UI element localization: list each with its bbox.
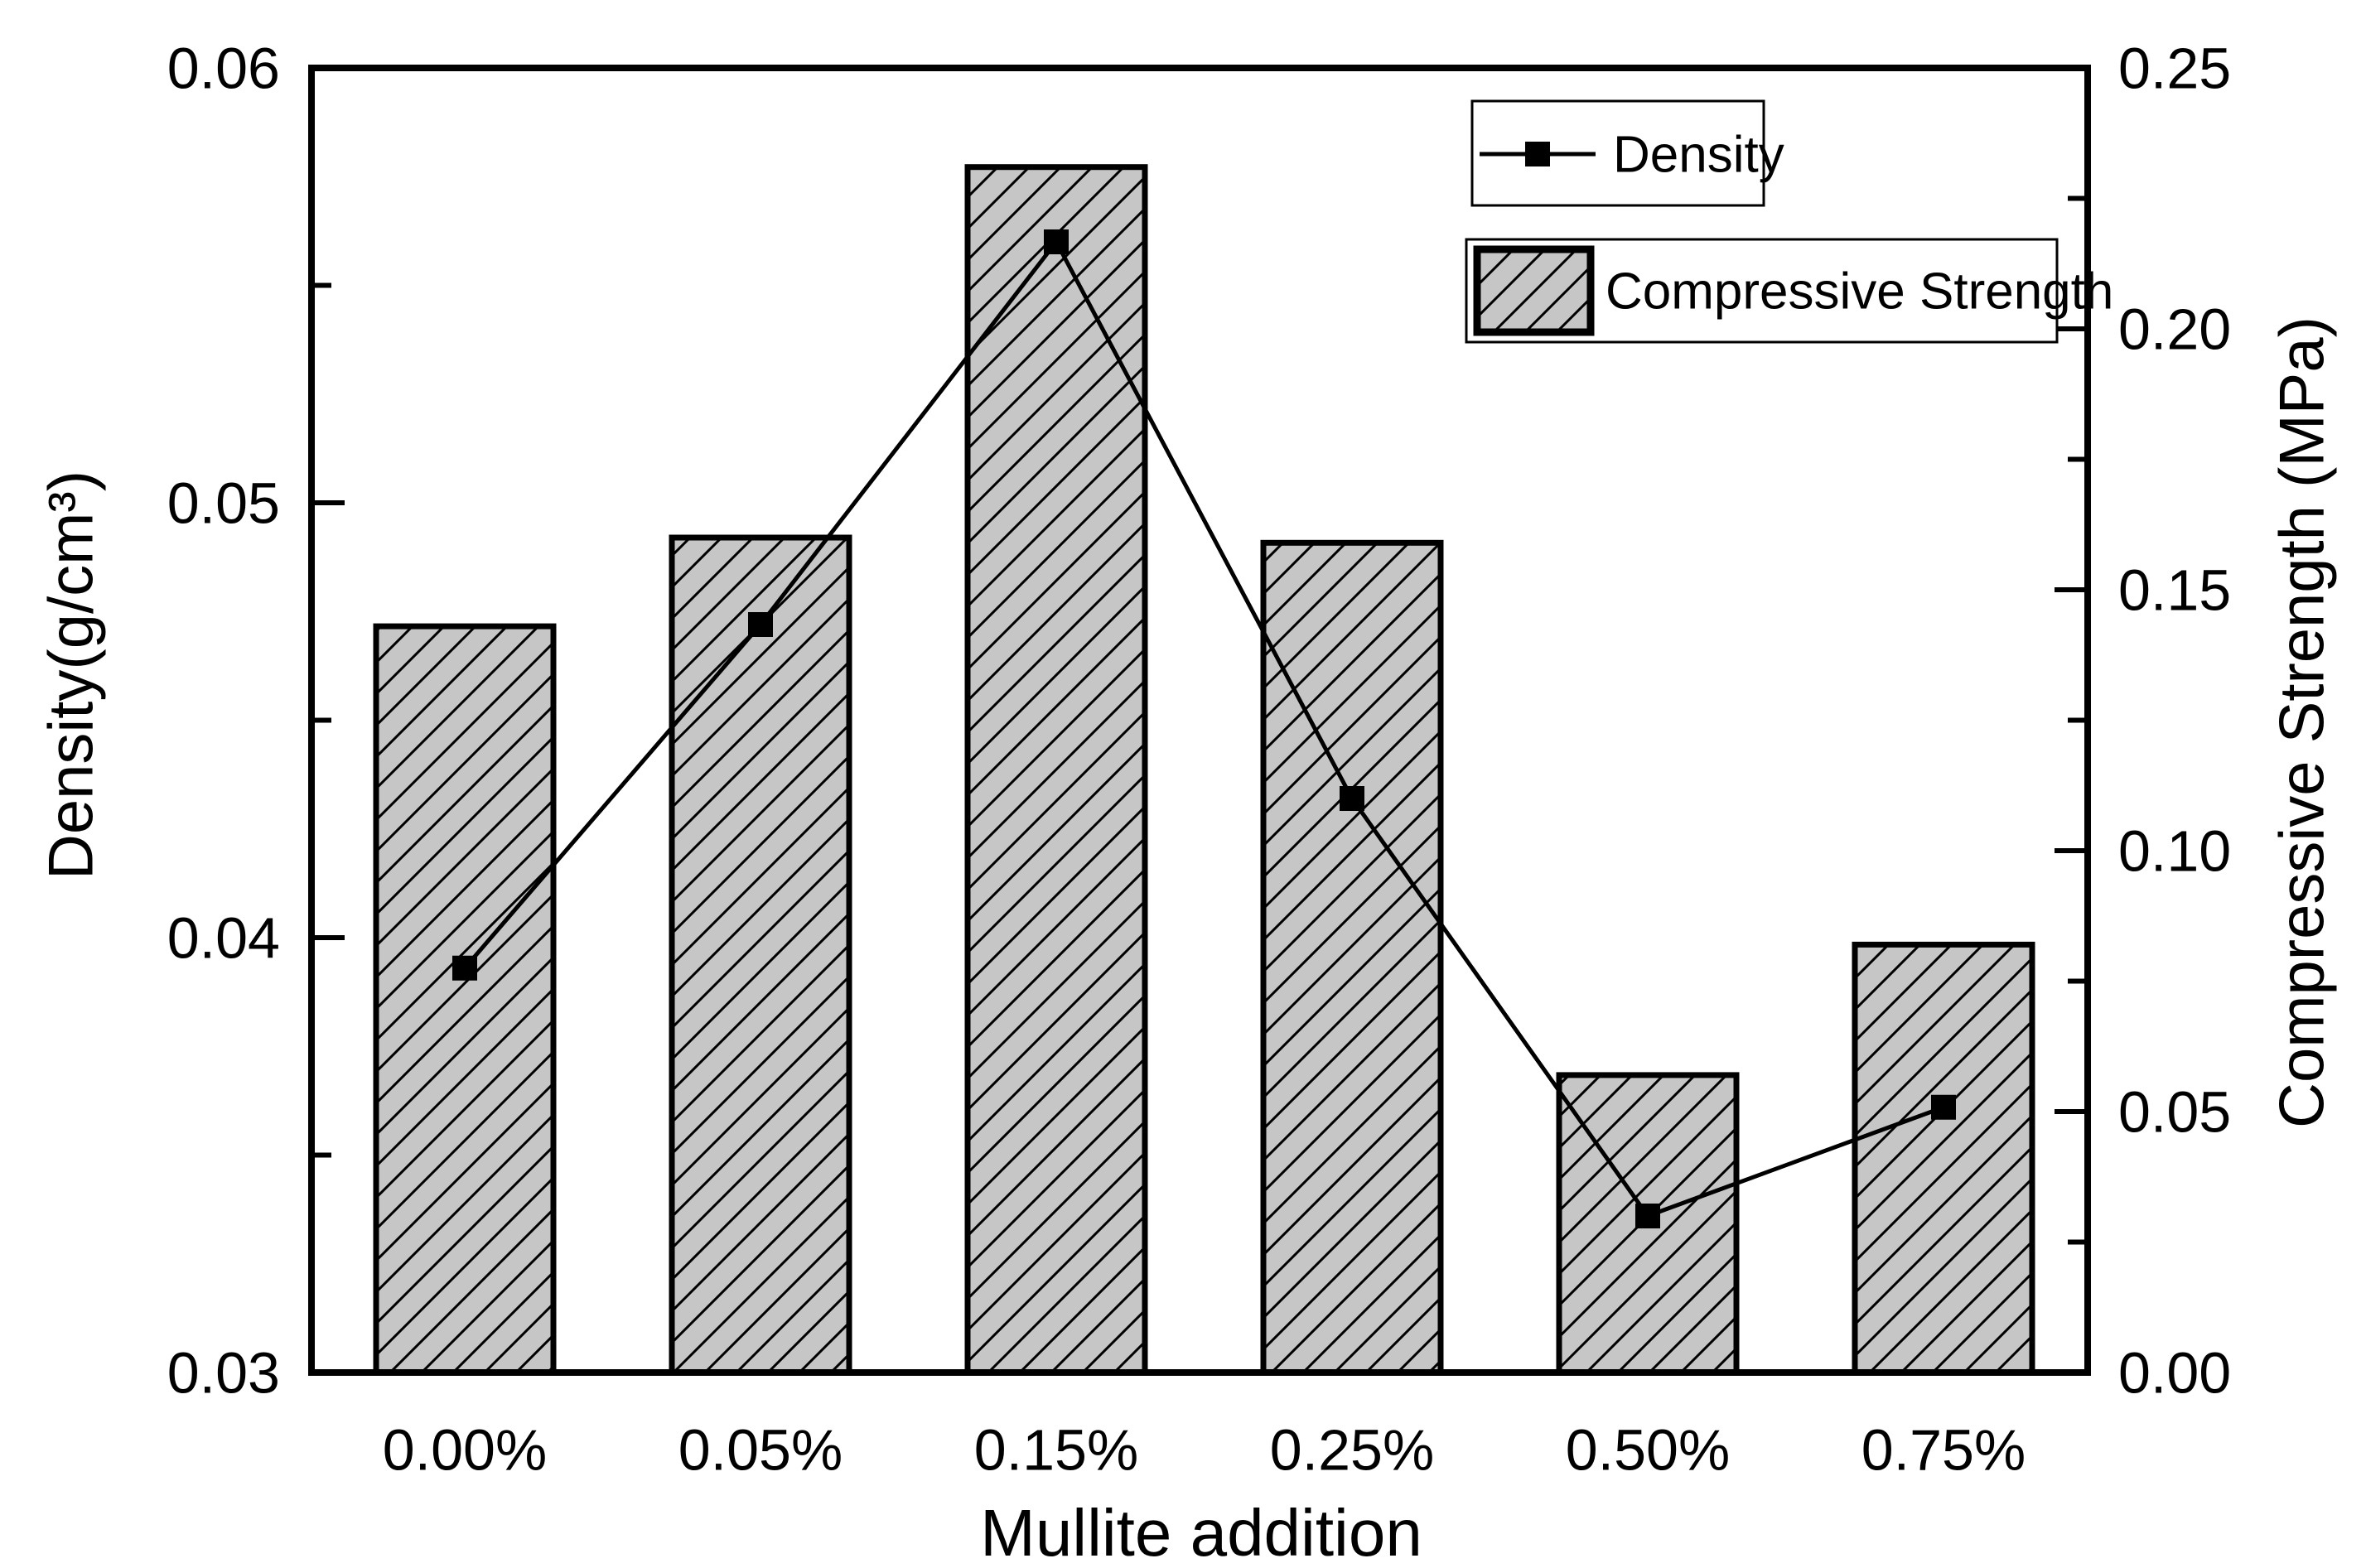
- density-marker-0.75%: [1931, 1094, 1956, 1120]
- left-tick-label: 0.06: [167, 36, 280, 101]
- left-tick-label: 0.05: [167, 471, 280, 536]
- density-marker-0.05%: [748, 612, 773, 637]
- right-tick-label: 0.20: [2118, 297, 2231, 362]
- legend: Density Compressive Strength: [1465, 99, 2113, 344]
- left-tick-label: 0.03: [167, 1341, 280, 1406]
- bar-0.00%: [373, 623, 557, 1376]
- legend-square-marker-icon: [1525, 142, 1550, 166]
- density-marker-0.00%: [452, 955, 477, 981]
- legend-entry-density: Density: [1470, 99, 1784, 207]
- x-axis-title: Mullite addition: [980, 1496, 1422, 1568]
- plot-frame: [308, 65, 2091, 1376]
- category-labels-layer: 0.00% 0.05% 0.15% 0.25% 0.50% 0.75%: [383, 1418, 2026, 1483]
- right-axis-title: Compressive Strength (MPa): [2267, 316, 2338, 1128]
- right-tick-label: 0.15: [2118, 558, 2231, 623]
- x-tick-label-0.75%: 0.75%: [1861, 1418, 2026, 1483]
- density-marker-0.25%: [1340, 786, 1364, 811]
- bar-0.15%: [964, 164, 1148, 1376]
- x-tick-label-0.15%: 0.15%: [974, 1418, 1138, 1483]
- density-line-layer: [452, 229, 1956, 1228]
- plot-frame-layer: [308, 65, 2091, 1376]
- density-marker-0.50%: [1635, 1204, 1660, 1228]
- bar-0.05%: [669, 534, 852, 1376]
- bars-layer: [373, 164, 2035, 1376]
- legend-entry-compressive-strength: Compressive Strength: [1465, 238, 2113, 344]
- bar-0.75%: [1852, 941, 2035, 1376]
- tick-labels-layer: 0.03 0.04 0.05 0.06 0.00 0.05 0.10 0.15 0.20 0.25: [167, 36, 2232, 1406]
- density-line: [463, 238, 1944, 1219]
- right-tick-label: 0.10: [2118, 819, 2231, 884]
- right-tick-label: 0.00: [2118, 1341, 2231, 1406]
- x-tick-label-0.05%: 0.05%: [678, 1418, 843, 1483]
- x-tick-label-0.25%: 0.25%: [1270, 1418, 1434, 1483]
- left-axis-title: Density(g/cm³): [36, 470, 107, 880]
- left-tick-label: 0.04: [167, 906, 280, 971]
- legend-hatched-swatch-icon: [1473, 245, 1595, 336]
- right-tick-label: 0.25: [2118, 36, 2231, 101]
- bar-0.25%: [1260, 539, 1444, 1376]
- density-marker-0.15%: [1044, 229, 1069, 254]
- x-tick-label-0.00%: 0.00%: [383, 1418, 547, 1483]
- ticks-layer: [315, 65, 2084, 1375]
- legend-label-density: Density: [1613, 127, 1784, 184]
- legend-label-compressive-strength: Compressive Strength: [1606, 263, 2113, 321]
- right-tick-label: 0.05: [2118, 1080, 2231, 1145]
- x-tick-label-0.50%: 0.50%: [1566, 1418, 1730, 1483]
